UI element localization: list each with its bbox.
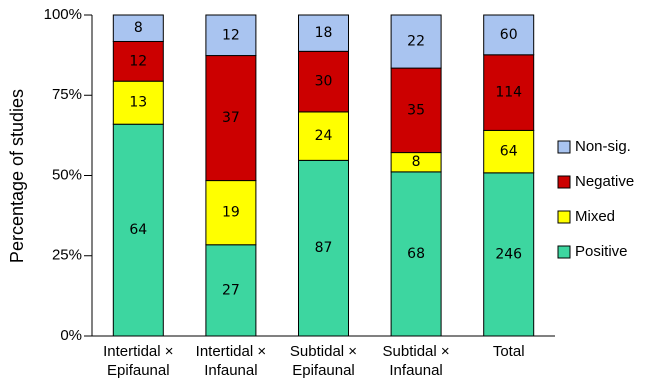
- data-label: 87: [315, 240, 333, 256]
- data-label: 35: [407, 102, 425, 118]
- y-tick-label: 25%: [52, 247, 82, 264]
- bar-segment: [483, 54, 535, 131]
- x-tick-label-box: Total: [492, 343, 525, 360]
- legend-label: Non-sig.: [575, 138, 631, 155]
- x-tick-label: Total: [492, 343, 525, 360]
- y-tick-label: 50%: [52, 166, 82, 183]
- bar-segment: [205, 14, 257, 57]
- data-label: 18: [315, 25, 333, 41]
- bar-segment: [298, 111, 349, 161]
- bar-segment: [483, 14, 535, 56]
- x-tick-label: Intertidal × Epifaunal: [103, 343, 174, 379]
- data-label: 22: [407, 34, 425, 50]
- bar-segment: [483, 129, 535, 174]
- x-tick-label-box: Subtidal × Epifaunal: [289, 343, 358, 379]
- data-label: 19: [222, 205, 240, 221]
- data-label: 30: [315, 74, 333, 90]
- bar-segment: [298, 14, 349, 52]
- legend-label: Negative: [575, 173, 634, 190]
- bar-segment: [205, 55, 257, 182]
- bar-segment: [390, 14, 442, 69]
- x-tick-label-box: Subtidal × Infaunal: [382, 343, 450, 379]
- bar-segment: [112, 80, 164, 125]
- data-label: 12: [129, 53, 147, 69]
- bar-segment: [112, 123, 164, 337]
- data-label: 37: [222, 110, 240, 126]
- x-tick-label: Subtidal × Infaunal: [382, 343, 450, 379]
- data-label: 64: [129, 222, 147, 238]
- legend-label: Mixed: [575, 208, 615, 225]
- data-label: 246: [495, 246, 522, 262]
- x-tick-label-box: Intertidal × Epifaunal: [103, 343, 174, 379]
- data-label: 13: [129, 95, 147, 111]
- y-axis-label: Percentage of studies: [7, 89, 27, 263]
- bar-segment: [390, 171, 442, 337]
- y-tick-label: 100%: [44, 6, 82, 23]
- bar-segment: [112, 14, 164, 42]
- data-label: 114: [495, 85, 522, 101]
- legend-swatch: [557, 245, 571, 259]
- legend-swatch: [557, 140, 571, 154]
- data-label: 12: [222, 27, 240, 43]
- legend-swatch: [557, 175, 571, 189]
- data-label: 64: [500, 144, 518, 160]
- data-label: 8: [412, 154, 421, 170]
- legend-label: Positive: [575, 243, 628, 260]
- x-tick-label: Subtidal × Epifaunal: [289, 343, 358, 379]
- y-tick-label: 75%: [52, 86, 82, 103]
- data-label: 27: [222, 282, 240, 298]
- data-label: 60: [500, 27, 518, 43]
- legend-swatch: [557, 210, 571, 224]
- x-tick-label-box: Intertidal × Infaunal: [195, 343, 267, 379]
- data-label: 8: [134, 20, 143, 36]
- bar-segment: [298, 159, 349, 337]
- y-tick-label: 0%: [60, 327, 82, 344]
- x-tick-label: Intertidal × Infaunal: [195, 343, 267, 379]
- data-label: 68: [407, 246, 425, 262]
- data-label: 24: [315, 128, 333, 144]
